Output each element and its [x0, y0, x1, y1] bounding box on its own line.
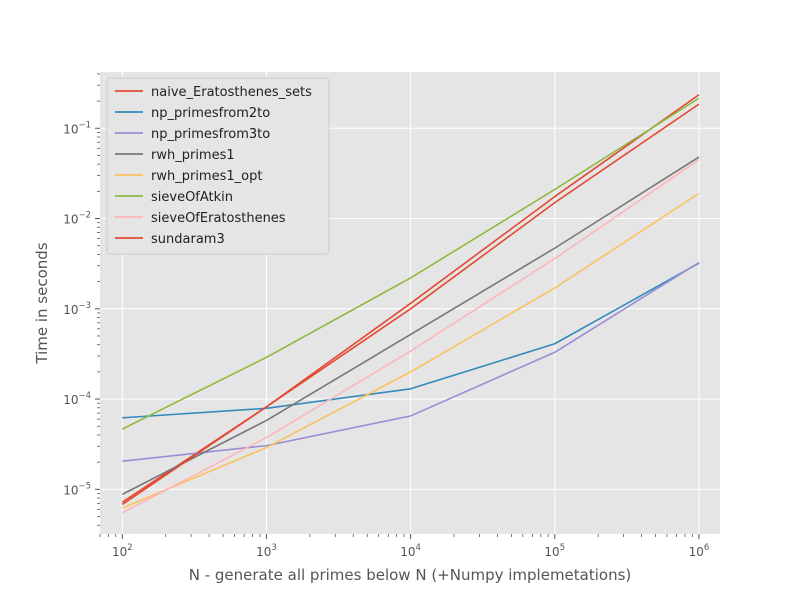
y-tick-label: 10−5 — [63, 481, 91, 497]
x-tick-label: 105 — [544, 543, 565, 559]
x-tick-label-exponent: 4 — [416, 543, 421, 553]
y-tick-label-exponent: −1 — [78, 120, 91, 130]
x-tick-label-base: 10 — [256, 545, 271, 559]
series-line-np_primesfrom3to — [122, 261, 700, 462]
y-tick-label-base: 10 — [63, 122, 78, 136]
x-tick-label-base: 10 — [689, 545, 704, 559]
legend-box — [106, 77, 330, 255]
series-line-sundaram3 — [121, 103, 700, 506]
x-tick-label: 104 — [400, 543, 421, 559]
y-axis-label: Time in seconds — [33, 242, 51, 364]
series-line-sieveOfEratosthenes — [121, 158, 700, 514]
x-tick-label: 102 — [112, 543, 133, 559]
legend-label: sundaram3 — [151, 232, 225, 247]
x-axis-label: N - generate all primes below N (+Numpy … — [189, 566, 632, 584]
y-tick-label: 10−2 — [63, 211, 91, 227]
legend-label: np_primesfrom2to — [151, 106, 270, 121]
x-tick-label-exponent: 2 — [127, 543, 132, 553]
x-tick-label-base: 10 — [400, 545, 415, 559]
y-tick-label: 10−1 — [63, 120, 91, 136]
x-tick-label-exponent: 3 — [271, 543, 276, 553]
y-tick-label: 10−4 — [63, 391, 91, 407]
series-lines — [121, 94, 700, 514]
x-tick-label-exponent: 5 — [560, 543, 565, 553]
legend-label: naive_Eratosthenes_sets — [151, 85, 312, 100]
series-line-sieveOfAtkin — [121, 97, 700, 430]
series-line-rwh_primes1 — [121, 156, 700, 496]
y-tick-label: 10−3 — [63, 301, 91, 317]
legend-label: rwh_primes1 — [151, 148, 235, 163]
y-tick-label-base: 10 — [63, 393, 78, 407]
y-tick-label-exponent: −3 — [78, 301, 91, 311]
legend-label: sieveOfEratosthenes — [151, 211, 286, 226]
y-tick-label-exponent: −2 — [78, 211, 91, 221]
legend: naive_Eratosthenes_sets np_primesfrom2ton… — [106, 77, 330, 255]
y-tick-label-exponent: −4 — [78, 391, 91, 401]
x-tick-label-base: 10 — [112, 545, 127, 559]
y-tick-label-base: 10 — [63, 303, 78, 317]
legend-label: sieveOfAtkin — [151, 190, 233, 205]
x-tick-label: 106 — [689, 543, 710, 559]
y-tick-label-exponent: −5 — [78, 481, 91, 491]
series-line-np_primesfrom2to — [122, 262, 700, 419]
legend-label: np_primesfrom3to — [151, 127, 270, 142]
legend-label: rwh_primes1_opt — [151, 169, 262, 184]
x-tick-label-base: 10 — [544, 545, 559, 559]
x-tick-label-exponent: 6 — [704, 543, 709, 553]
y-tick-label-base: 10 — [63, 483, 78, 497]
series-line-rwh_primes1_opt — [122, 192, 700, 509]
x-tick-label: 103 — [256, 543, 277, 559]
y-tick-label-base: 10 — [63, 213, 78, 227]
